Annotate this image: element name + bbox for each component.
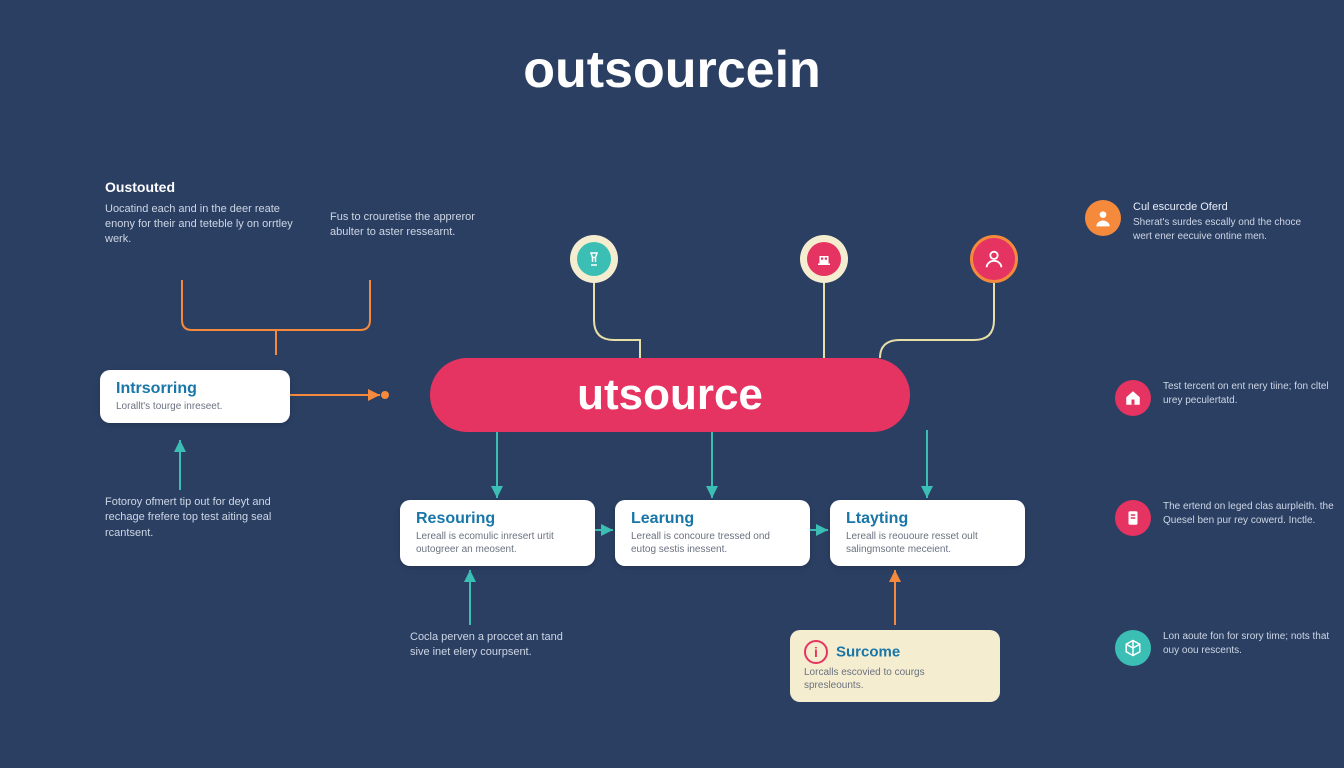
top-left-body: Uocatind each and in the deer reate enon… [105, 203, 293, 246]
info-icon: i [804, 640, 828, 664]
right-item-1: Cul escurcde Oferd Sherat's surdes escal… [1085, 200, 1305, 244]
person-icon [973, 238, 1015, 280]
top-left-heading: Oustouted [105, 178, 305, 198]
right-item-4: Lon aoute fon for srory time; nots that … [1115, 630, 1335, 666]
top-icon-1 [570, 235, 618, 283]
bottom-node-3: Ltayting Lereall is reououre resset oult… [830, 500, 1025, 566]
mid-lower-note: Cocla perven a proccet an tand sive inet… [410, 630, 570, 661]
avatar-icon [1085, 200, 1121, 236]
center-pill: utsource [430, 358, 910, 432]
house-icon [1115, 380, 1151, 416]
left-node-title: Intrsorring [116, 380, 274, 398]
top-note: Fus to crouretise the appreror abulter t… [330, 210, 480, 241]
right-item-2: Test tercent on ent nery tiine; fon clte… [1115, 380, 1335, 416]
left-lower-note: Fotoroy ofmert tip out for deyt and rech… [105, 495, 295, 541]
right-item-3: The ertend on leged clas aurpleith. the … [1115, 500, 1335, 536]
doc-icon [1115, 500, 1151, 536]
building-icon [807, 242, 841, 276]
top-left-block: Oustouted Uocatind each and in the deer … [105, 178, 305, 248]
bottom-node-1: Resouring Lereall is ecomulic inresert u… [400, 500, 595, 566]
bottom-node-2: Learung Lereall is concoure tressed ond … [615, 500, 810, 566]
cube-icon [1115, 630, 1151, 666]
lamp-icon [577, 242, 611, 276]
outcome-box: iSurcome Lorcalls escovied to courgs spr… [790, 630, 1000, 702]
left-node-sub: Lorallt's tourge inreseet. [116, 400, 274, 413]
left-node: Intrsorring Lorallt's tourge inreseet. [100, 370, 290, 423]
page-title: outsourcein [523, 40, 821, 100]
top-icon-2 [800, 235, 848, 283]
top-note-body: Fus to crouretise the appreror abulter t… [330, 211, 475, 238]
top-icon-3 [970, 235, 1018, 283]
